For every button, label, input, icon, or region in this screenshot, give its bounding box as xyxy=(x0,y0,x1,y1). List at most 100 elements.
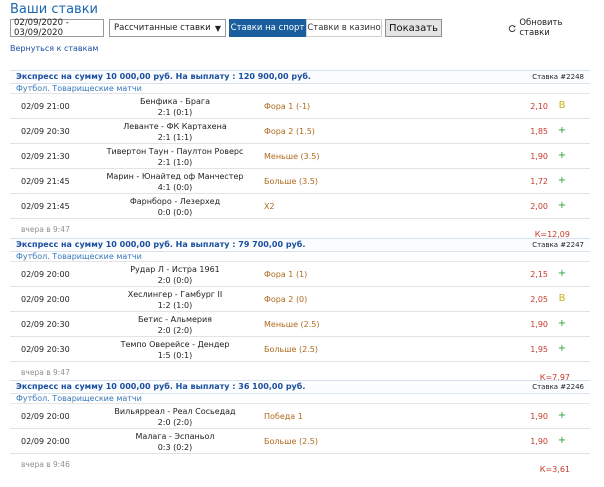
bet-odds: 1,72 xyxy=(530,177,548,186)
match-teams: Леванте - ФК Картахена xyxy=(123,122,227,131)
match-teams: Бетис - Альмерия xyxy=(138,315,212,324)
sport-category: Футбол. Товарищеские матчи xyxy=(10,393,590,404)
match-info: Малага - Эспаньол 0:3 (0:2) xyxy=(100,431,250,453)
bet-odds: 1,90 xyxy=(530,152,548,161)
match-score: 0:0 (0:0) xyxy=(157,208,193,217)
bet-row: 02/09 21:00 Бенфика - Брага 2:1 (0:1) Фора … xyxy=(10,95,590,119)
refresh-icon xyxy=(508,24,516,32)
match-score: 1:5 (0:1) xyxy=(157,351,193,360)
match-info: Марин - Юнайтед оф Манчестер 4:1 (0:0) xyxy=(100,171,250,193)
match-info: Темпо Оверейсе - Дендер 1:5 (0:1) xyxy=(100,339,250,361)
bet-outcome: Больше (2.5) xyxy=(264,437,318,446)
bet-header: Экспресс на сумму 10 000,00 руб. На выпл… xyxy=(10,238,590,250)
match-time: 02/09 21:00 xyxy=(21,102,70,111)
bet-status: + xyxy=(557,125,567,136)
bet-status: В xyxy=(558,100,566,111)
bet-odds: 2,15 xyxy=(530,270,548,279)
bet-odds: 1,90 xyxy=(530,320,548,329)
match-score: 2:0 (0:0) xyxy=(157,276,193,285)
bet-odds: 1,90 xyxy=(530,437,548,446)
bet-filter-value: Рассчитанные ставки xyxy=(114,23,211,33)
bet-row: 02/09 21:30 Тивертон Таун - Паултон Ровер… xyxy=(10,145,590,169)
bet-outcome: Победа 1 xyxy=(264,412,303,421)
bet-odds: 1,90 xyxy=(530,412,548,421)
bet-row: 02/09 21:45 Марин - Юнайтед оф Манчестер 4… xyxy=(10,170,590,194)
bet-odds: 1,85 xyxy=(530,127,548,136)
bet-row: 02/09 20:00 Хеслингер - Гамбург II 1:2 (1:… xyxy=(10,288,590,312)
bet-title: Экспресс на сумму 10 000,00 руб. На выпл… xyxy=(16,72,311,81)
bet-row: 02/09 20:30 Леванте - ФК Картахена 2:1 (1:… xyxy=(10,120,590,144)
match-info: Хеслингер - Гамбург II 1:2 (1:0) xyxy=(100,289,250,311)
bet-status: В xyxy=(558,293,566,304)
sport-category: Футбол. Товарищеские матчи xyxy=(10,251,590,262)
bet-odds: 2,00 xyxy=(530,202,548,211)
match-time: 02/09 20:00 xyxy=(21,270,70,279)
bet-total-coefficient: К=7,97 xyxy=(539,373,570,382)
bet-outcome: Меньше (3.5) xyxy=(264,152,320,161)
bet-outcome: Фора 1 (1) xyxy=(264,270,308,279)
match-teams: Малага - Эспаньол xyxy=(135,432,215,441)
match-info: Тивертон Таун - Паултон Роверс 2:1 (1:0) xyxy=(100,146,250,168)
match-teams: Фарнборо - Лезерхед xyxy=(129,197,221,206)
match-time: 02/09 20:00 xyxy=(21,412,70,421)
bet-odds: 2,10 xyxy=(530,102,548,111)
match-info: Фарнборо - Лезерхед 0:0 (0:0) xyxy=(100,196,250,218)
bet-odds: 2,05 xyxy=(530,295,548,304)
bet-number: Ставка #2246 xyxy=(532,383,584,391)
match-info: Рудар Л - Истра 1961 2:0 (0:0) xyxy=(100,264,250,286)
match-teams: Рудар Л - Истра 1961 xyxy=(130,265,220,274)
bet-placed-time: вчера в 9:46 xyxy=(21,460,70,469)
match-time: 02/09 20:00 xyxy=(21,295,70,304)
match-score: 4:1 (0:0) xyxy=(157,183,193,192)
bet-row: 02/09 21:45 Фарнборо - Лезерхед 0:0 (0:0) Х… xyxy=(10,195,590,219)
match-score: 2:1 (1:0) xyxy=(157,158,193,167)
refresh-bets-button[interactable]: Обновить ставки xyxy=(508,18,590,38)
bet-header: Экспресс на сумму 10 000,00 руб. На выпл… xyxy=(10,70,590,82)
match-teams: Хеслингер - Гамбург II xyxy=(127,290,223,299)
tab-sport-bets[interactable]: Ставки на спорт xyxy=(229,19,306,37)
bet-outcome: Больше (3.5) xyxy=(264,177,318,186)
bet-filter-select[interactable]: Рассчитанные ставки ▼ xyxy=(109,19,226,37)
bet-title: Экспресс на сумму 10 000,00 руб. На выпл… xyxy=(16,240,306,249)
bet-status: + xyxy=(557,200,567,211)
bet-header: Экспресс на сумму 10 000,00 руб. На выпл… xyxy=(10,380,590,392)
match-time: 02/09 21:45 xyxy=(21,202,70,211)
bet-status: + xyxy=(557,150,567,161)
bet-outcome: Больше (2.5) xyxy=(264,345,318,354)
tab-casino-bets[interactable]: Ставки в казино xyxy=(306,19,382,37)
match-score: 0:3 (0:2) xyxy=(157,443,193,452)
match-time: 02/09 20:00 xyxy=(21,437,70,446)
bet-row: 02/09 20:00 Рудар Л - Истра 1961 2:0 (0:0)… xyxy=(10,263,590,287)
match-score: 1:2 (1:0) xyxy=(157,301,193,310)
match-info: Вильярреал - Реал Сосьедад 2:0 (2:0) xyxy=(100,406,250,428)
bet-status: + xyxy=(557,318,567,329)
match-time: 02/09 21:45 xyxy=(21,177,70,186)
back-to-bets-link[interactable]: Вернуться к ставкам xyxy=(10,44,99,53)
match-teams: Вильярреал - Реал Сосьедад xyxy=(114,407,236,416)
bet-odds: 1,95 xyxy=(530,345,548,354)
bet-status: + xyxy=(557,343,567,354)
date-range-input[interactable]: 02/09/2020 - 03/09/2020 xyxy=(10,18,104,38)
bet-outcome: Фора 2 (1.5) xyxy=(264,127,315,136)
show-button[interactable]: Показать xyxy=(385,19,442,37)
bet-status: + xyxy=(557,410,567,421)
bet-status: + xyxy=(557,435,567,446)
bet-outcome: Меньше (2.5) xyxy=(264,320,320,329)
match-info: Леванте - ФК Картахена 2:1 (1:1) xyxy=(100,121,250,143)
bet-row: 02/09 20:00 Вильярреал - Реал Сосьедад 2:0… xyxy=(10,405,590,429)
bet-total-coefficient: К=3,61 xyxy=(539,465,570,474)
match-score: 2:1 (0:1) xyxy=(157,108,193,117)
bet-placed-time: вчера в 9:47 xyxy=(21,225,70,234)
match-teams: Марин - Юнайтед оф Манчестер xyxy=(106,172,244,181)
bet-outcome: Х2 xyxy=(264,202,275,211)
bet-total-coefficient: К=12,09 xyxy=(534,230,570,239)
bet-outcome: Фора 1 (-1) xyxy=(264,102,311,111)
match-time: 02/09 20:30 xyxy=(21,345,70,354)
bet-row: 02/09 20:30 Бетис - Альмерия 2:0 (2:0) Мень… xyxy=(10,313,590,337)
bet-row: 02/09 20:00 Малага - Эспаньол 0:3 (0:2) Бол… xyxy=(10,430,590,454)
bet-number: Ставка #2248 xyxy=(532,73,584,81)
page-title: Ваши ставки xyxy=(10,2,99,17)
match-score: 2:0 (2:0) xyxy=(157,418,193,427)
match-teams: Темпо Оверейсе - Дендер xyxy=(120,340,230,349)
chevron-down-icon: ▼ xyxy=(214,23,222,33)
